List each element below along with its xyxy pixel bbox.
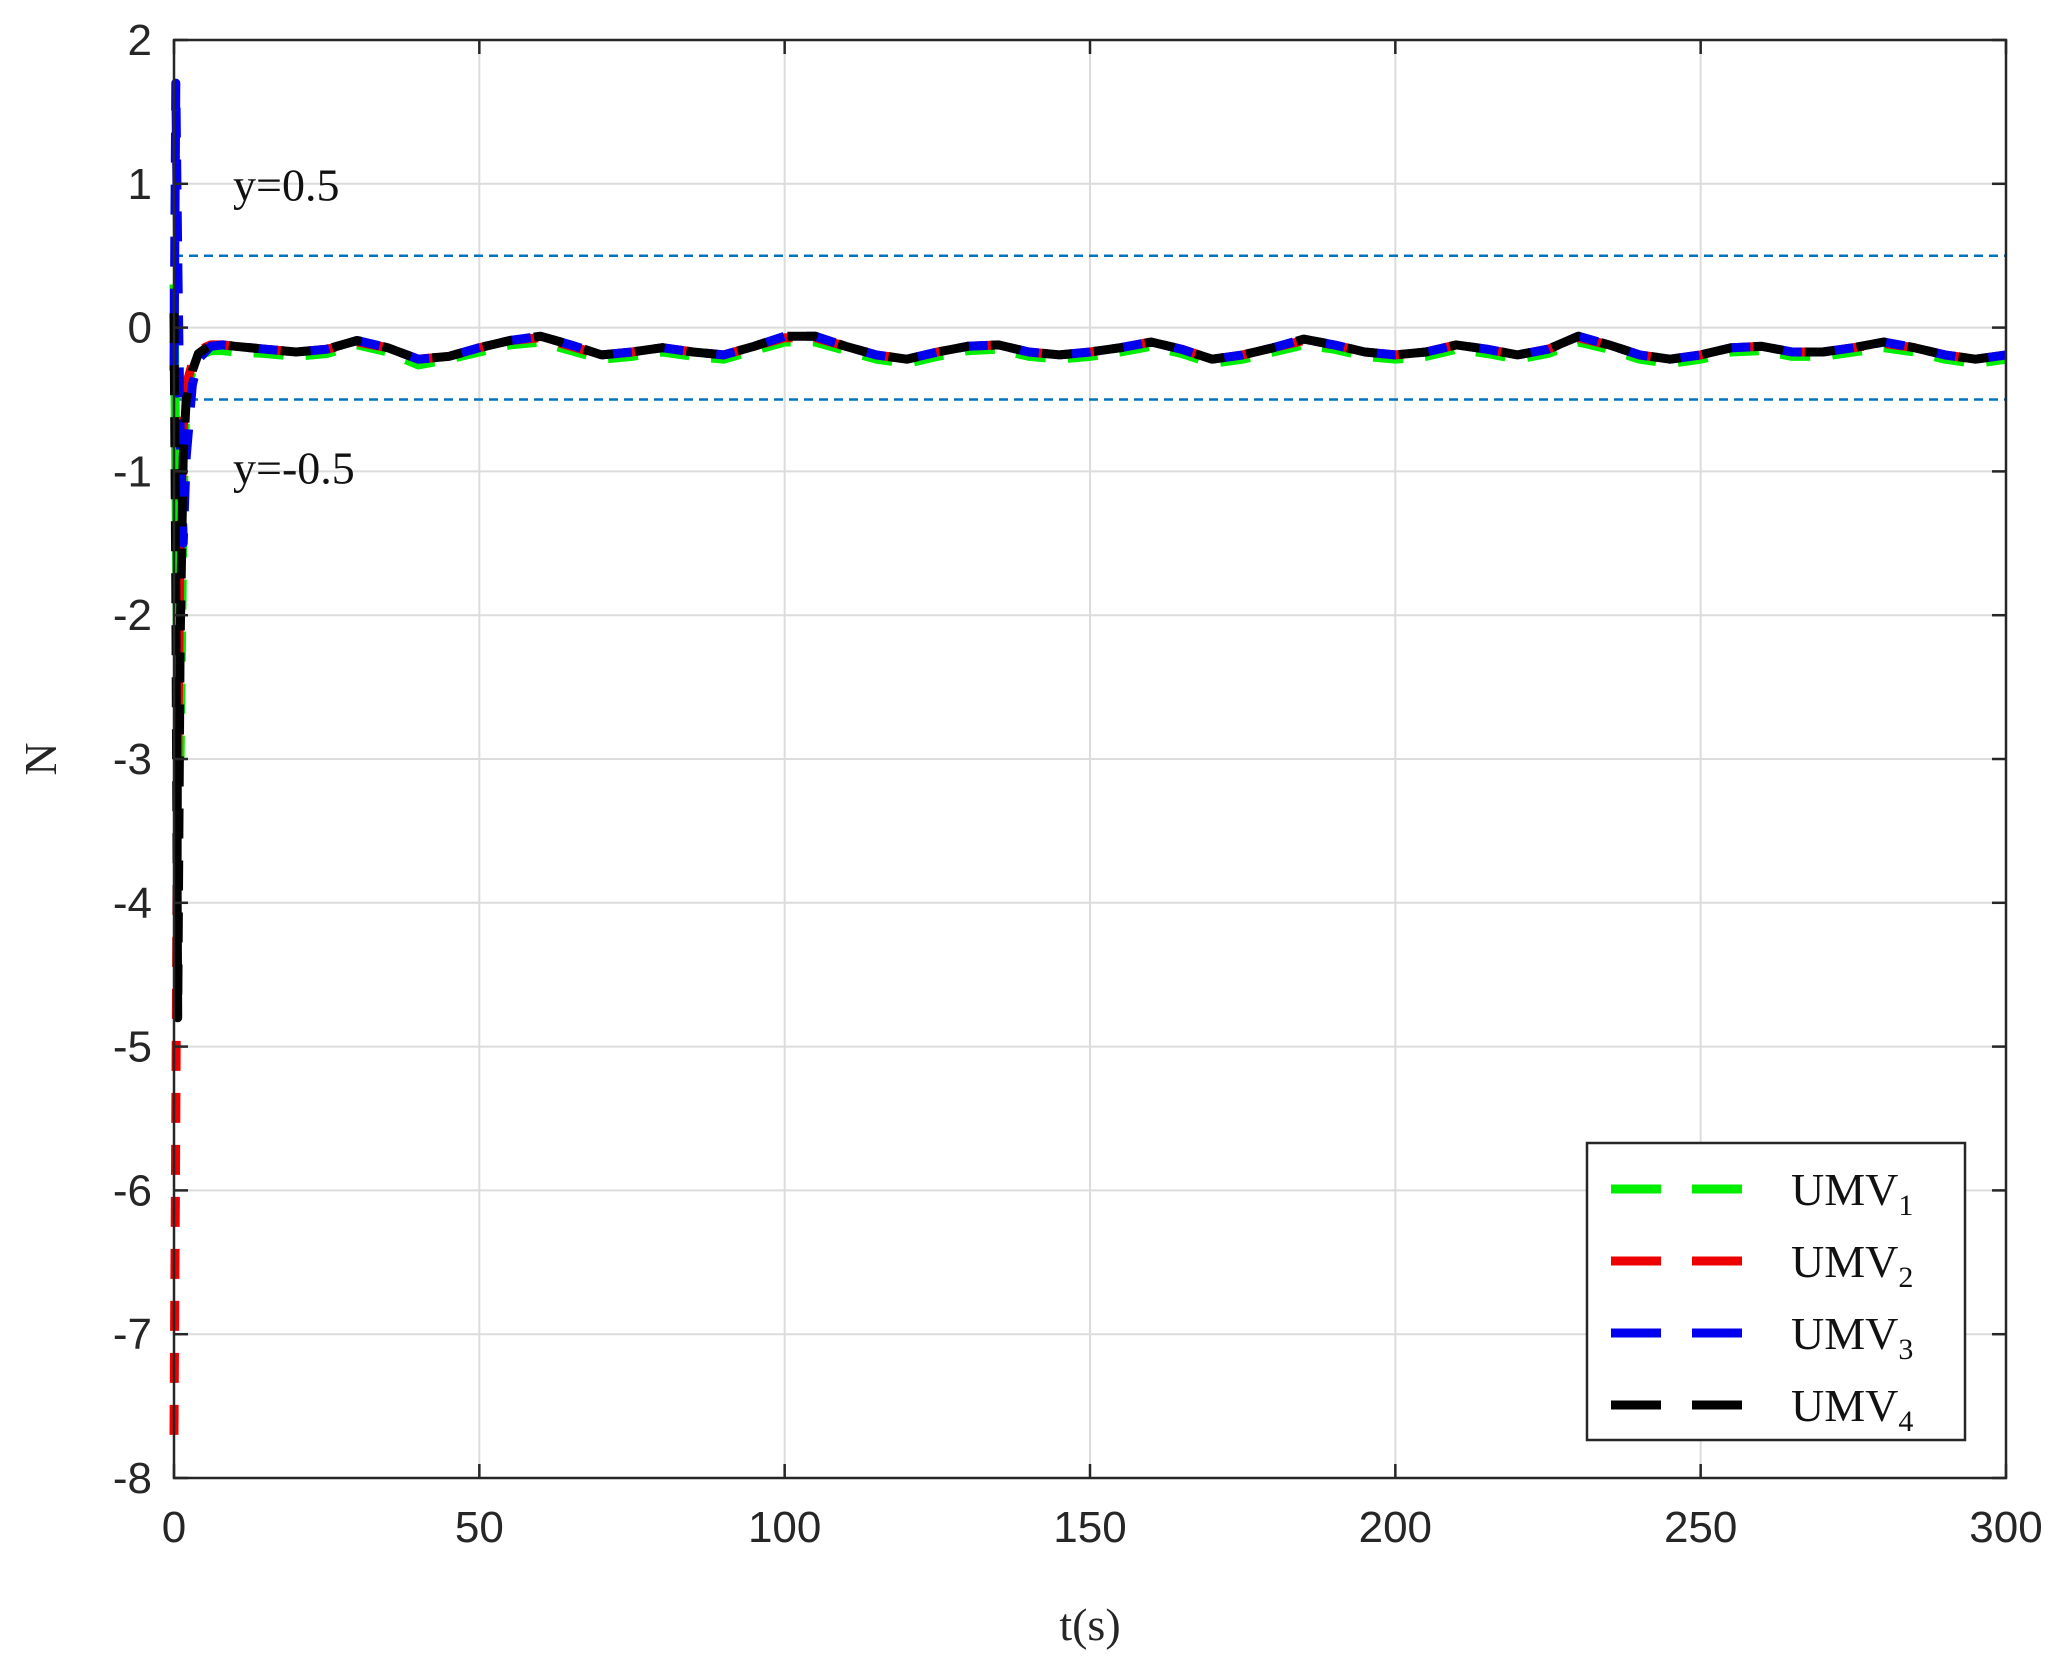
legend-label-subscript: 4 xyxy=(1898,1405,1913,1438)
y-tick-label: -6 xyxy=(113,1166,152,1215)
reference-line-label: y=0.5 xyxy=(233,160,339,211)
y-tick-label: -8 xyxy=(113,1454,152,1503)
legend-label-subscript: 1 xyxy=(1898,1189,1913,1222)
legend-label-base: UMV xyxy=(1791,1164,1898,1215)
x-tick-label: 150 xyxy=(1053,1503,1126,1552)
y-tick-label: 1 xyxy=(128,160,152,209)
legend-label: UMV2 xyxy=(1791,1236,1913,1294)
y-tick-label: -3 xyxy=(113,735,152,784)
x-tick-label: 300 xyxy=(1969,1503,2042,1552)
y-axis-title: N xyxy=(15,742,66,775)
y-tick-label: -5 xyxy=(113,1023,152,1072)
x-tick-label: 50 xyxy=(455,1503,504,1552)
x-tick-label: 100 xyxy=(748,1503,821,1552)
y-tick-label: -7 xyxy=(113,1310,152,1359)
x-tick-label: 0 xyxy=(162,1503,186,1552)
y-tick-label: 0 xyxy=(128,304,152,353)
x-tick-label: 250 xyxy=(1664,1503,1737,1552)
y-tick-label: 2 xyxy=(128,16,152,65)
legend-label: UMV4 xyxy=(1791,1380,1913,1438)
legend-label-base: UMV xyxy=(1791,1308,1898,1359)
legend-label-base: UMV xyxy=(1791,1236,1898,1287)
y-tick-label: -1 xyxy=(113,447,152,496)
x-tick-label: 200 xyxy=(1359,1503,1432,1552)
reference-line-label: y=-0.5 xyxy=(233,443,355,494)
y-tick-label: -2 xyxy=(113,591,152,640)
annotations: y=0.5 y=-0.5 xyxy=(233,160,355,494)
reference-lines xyxy=(174,254,2006,401)
legend-label-subscript: 3 xyxy=(1898,1333,1913,1366)
legend-label: UMV3 xyxy=(1791,1308,1913,1366)
series-line-4 xyxy=(169,313,2007,1023)
x-axis-title: t(s) xyxy=(1059,1599,1120,1650)
legend-label-base: UMV xyxy=(1791,1380,1898,1431)
ticks: 0 50 100 150 200 250 300 2 1 0 -1 -2 -3 -4 -5 -6 -7 -8 xyxy=(113,16,2043,1552)
legend-label: UMV1 xyxy=(1791,1164,1913,1222)
y-tick-label: -4 xyxy=(113,879,152,928)
legend-label-subscript: 2 xyxy=(1898,1261,1913,1294)
series-group xyxy=(169,78,2007,1435)
